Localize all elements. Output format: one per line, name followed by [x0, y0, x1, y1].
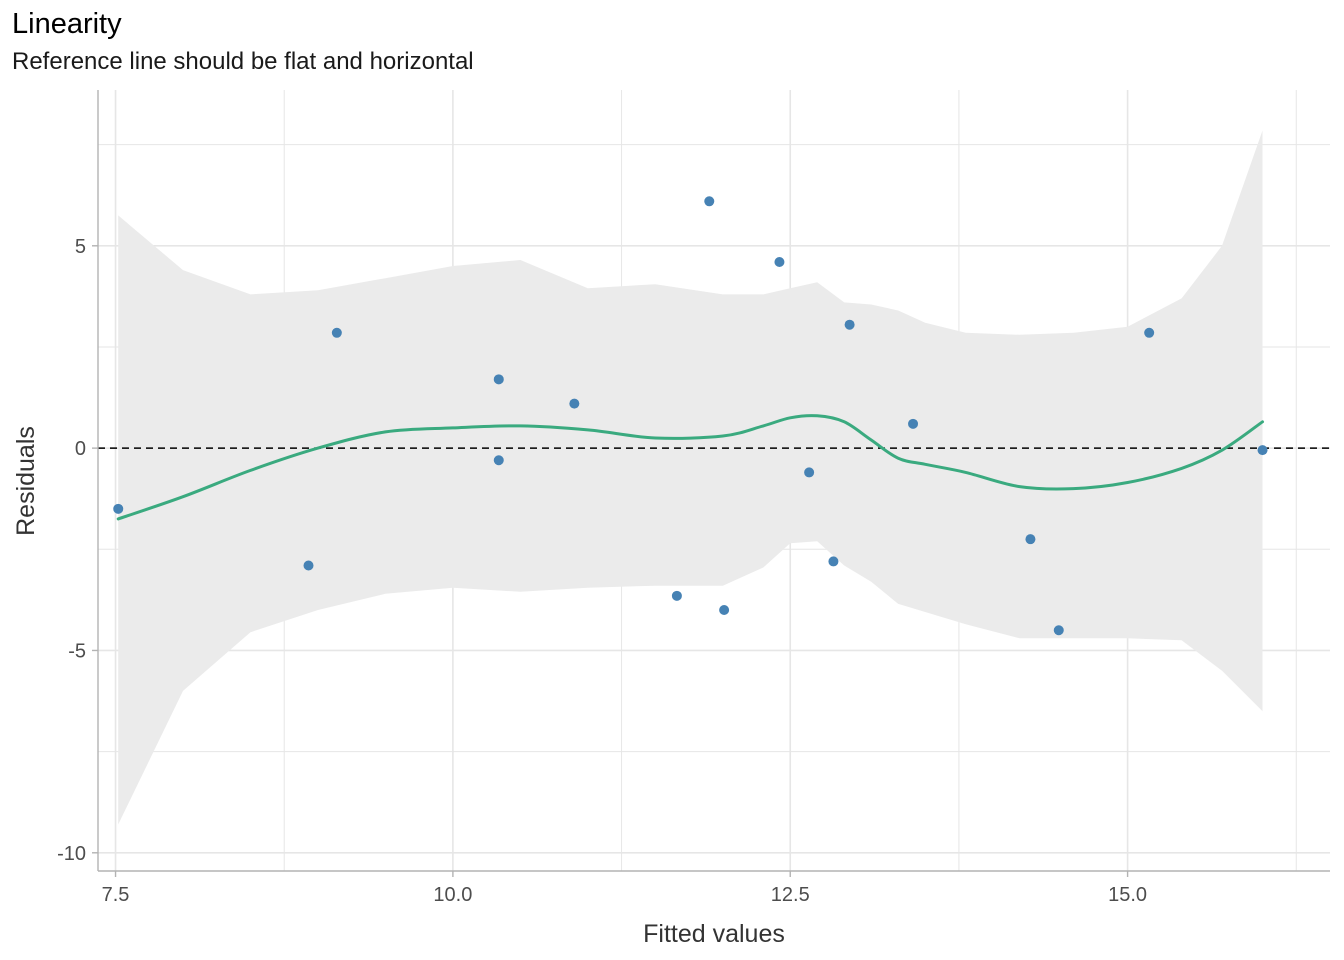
data-point — [719, 604, 730, 615]
chart-subtitle: Reference line should be flat and horizo… — [12, 48, 474, 75]
y-tick-label: 0 — [75, 438, 86, 460]
y-tick-label: -10 — [57, 843, 86, 865]
data-point — [493, 374, 504, 385]
x-tick-label: 7.5 — [102, 884, 130, 906]
chart-title: Linearity — [12, 8, 122, 40]
x-tick-label: 15.0 — [1108, 884, 1147, 906]
data-point — [1025, 534, 1036, 545]
data-point — [331, 327, 342, 338]
data-point — [303, 560, 314, 571]
x-axis-title: Fitted values — [643, 920, 785, 948]
data-point — [113, 503, 124, 514]
y-axis-title: Residuals — [12, 426, 40, 536]
x-tick-label: 10.0 — [433, 884, 472, 906]
y-tick-label: -5 — [68, 640, 86, 662]
x-tick-label: 12.5 — [771, 884, 810, 906]
data-point — [671, 590, 682, 601]
data-point — [804, 467, 815, 478]
data-point — [828, 556, 839, 567]
data-point — [704, 196, 715, 207]
data-point — [1144, 327, 1155, 338]
confidence-band-layer — [118, 130, 1263, 825]
y-tick-label: 5 — [75, 236, 86, 258]
axes — [92, 90, 1330, 877]
data-point — [1053, 625, 1064, 636]
data-points — [113, 196, 1268, 636]
data-point — [908, 418, 919, 429]
smooth-line-layer — [116, 414, 1264, 521]
smooth-line — [116, 414, 1264, 521]
tick-labels: 7.5 10.0 12.5 15.0 -10 -5 0 5 — [57, 236, 1147, 906]
data-point — [774, 256, 785, 267]
data-point — [1257, 445, 1268, 456]
confidence-band — [118, 130, 1263, 825]
data-point — [844, 319, 855, 330]
data-point — [569, 398, 580, 409]
data-point — [493, 455, 504, 466]
